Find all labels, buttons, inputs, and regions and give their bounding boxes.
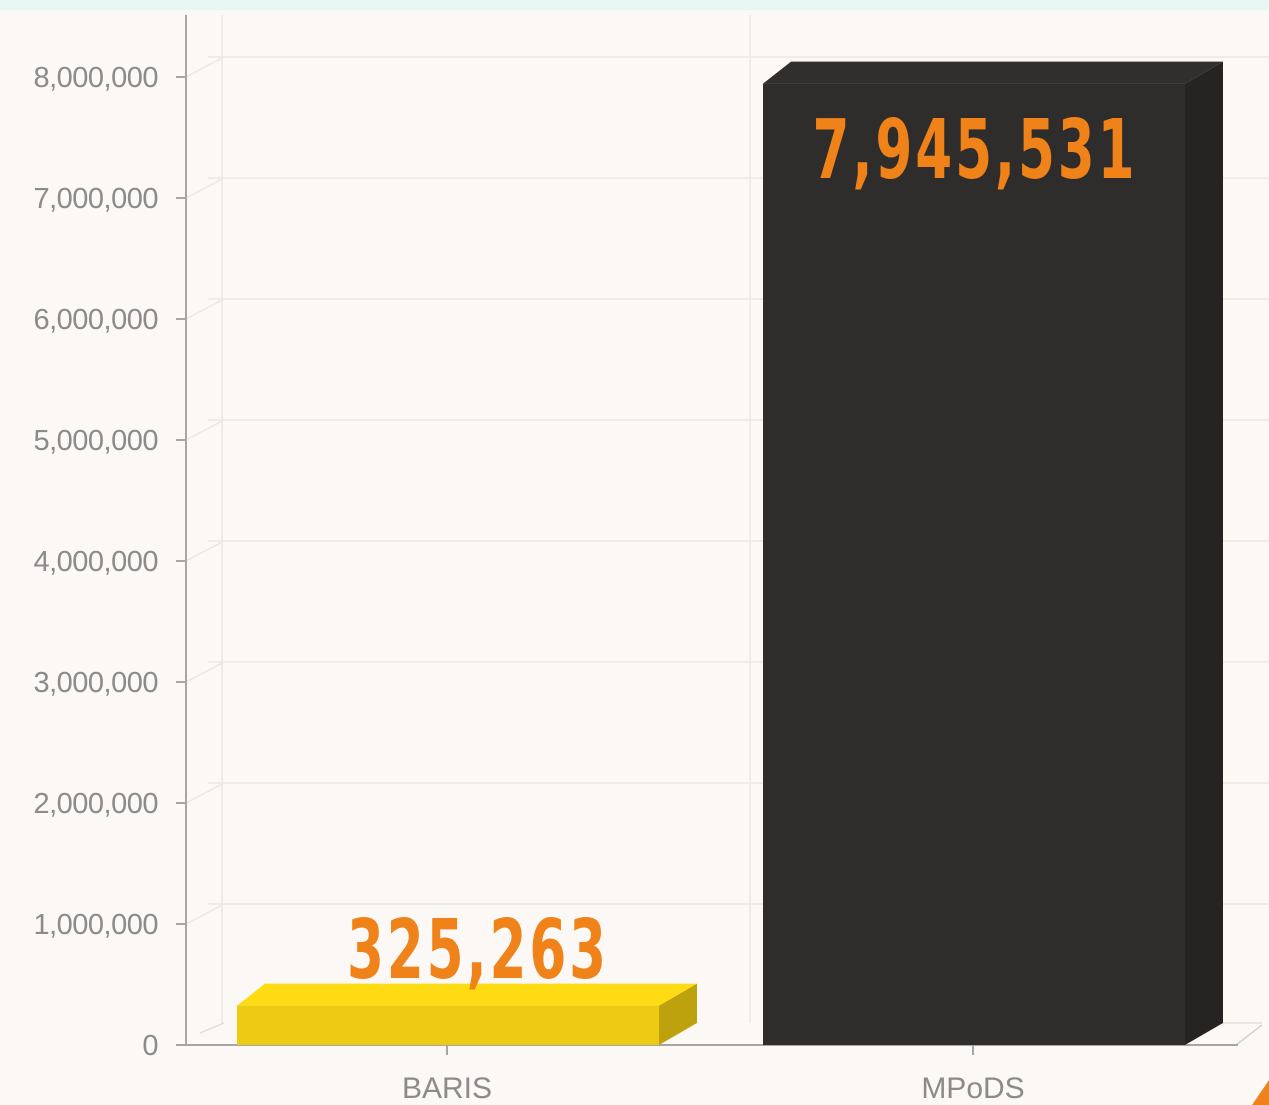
bar-baris: [237, 983, 697, 1045]
data-label: 7,945,531: [813, 102, 1138, 197]
grid-line-depth: [185, 540, 225, 562]
bar-side-face: [659, 983, 697, 1045]
bar-mpods: [763, 61, 1223, 1045]
y-axis-tick-label: 5,000,000: [33, 425, 158, 457]
grid-line-depth: [185, 782, 225, 804]
data-label: 325,263: [347, 902, 609, 997]
y-axis-tick-label: 4,000,000: [33, 546, 158, 578]
grid-line-depth: [185, 903, 225, 925]
floor-right-edge: [1235, 1024, 1263, 1046]
grid-line-depth: [185, 177, 225, 199]
y-axis-tick-label: 6,000,000: [33, 304, 158, 336]
grid-line-depth: [185, 56, 225, 78]
bar-front-face: [237, 1005, 659, 1045]
y-axis-tick-label: 3,000,000: [33, 667, 158, 699]
x-axis-category-label: BARIS: [402, 1072, 492, 1105]
bar-top-face: [763, 61, 1223, 84]
y-axis-tick-label: 2,000,000: [33, 788, 158, 820]
grid-line-depth: [185, 661, 225, 683]
floor-edge: [199, 1022, 225, 1034]
corner-accent-shape: [1252, 1080, 1269, 1105]
y-axis-tick-label: 1,000,000: [33, 909, 158, 941]
bar-front-face: [763, 83, 1185, 1045]
grid-line-depth: [185, 298, 225, 320]
y-axis-tick-label: 0: [142, 1030, 158, 1062]
y-axis-tick-label: 7,000,000: [33, 183, 158, 215]
grid-line-depth: [185, 419, 225, 441]
axis-layer: 0 1,000,000 2,000,000 3,000,000 4,000,000 5,0…: [33, 15, 1238, 1105]
top-strip: [0, 0, 1269, 10]
x-axis-category-label: MPoDS: [921, 1072, 1024, 1105]
label-layer: 325,263 7,945,531: [347, 102, 1269, 1105]
bar-layer: [237, 61, 1223, 1045]
y-axis-tick-label: 8,000,000: [33, 62, 158, 94]
bar-top-face: [237, 983, 697, 1006]
bar-side-face: [1185, 61, 1223, 1045]
